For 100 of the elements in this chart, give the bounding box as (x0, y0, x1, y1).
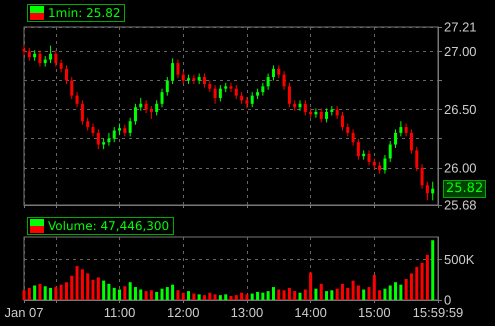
bar (314, 288, 318, 300)
candlestick (330, 106, 334, 116)
bar (234, 295, 238, 300)
candlestick (155, 100, 158, 116)
candlestick (346, 123, 350, 137)
candlestick (426, 181, 429, 201)
text: 25.82 (443, 180, 486, 198)
bar (404, 279, 408, 300)
bar (86, 273, 90, 300)
x-tick-label: 12:00 (166, 305, 200, 320)
bar (150, 290, 153, 300)
bar (107, 284, 110, 300)
bar (320, 284, 323, 300)
y-tick-label: 26.00 (444, 160, 477, 176)
bar (399, 284, 402, 300)
x-tick-label: 11:00 (104, 305, 136, 320)
bar (160, 288, 164, 300)
bar (128, 282, 132, 300)
y-tick-label: 27.00 (444, 44, 477, 59)
candlestick (340, 111, 344, 132)
bar (336, 288, 339, 300)
bar (182, 292, 185, 300)
candlestick (128, 117, 132, 137)
bar (245, 294, 248, 300)
candlestick (378, 161, 382, 174)
candlestick (288, 82, 291, 108)
y-tick-label: 500K (444, 252, 475, 268)
candlestick (431, 181, 434, 201)
bar (214, 294, 217, 300)
bar (420, 262, 424, 300)
bar (330, 290, 334, 300)
bar (266, 291, 270, 300)
candlestick (352, 128, 355, 146)
candlestick (49, 45, 52, 64)
bar (49, 288, 52, 300)
candlestick (176, 59, 180, 79)
bar (144, 291, 148, 300)
candlestick (250, 92, 254, 108)
candlestick (86, 117, 90, 132)
candlestick (118, 123, 122, 136)
candlestick (388, 140, 392, 162)
bar (70, 276, 74, 300)
bar (198, 294, 201, 300)
bar (118, 290, 122, 300)
bar (80, 269, 84, 300)
candlestick (70, 76, 74, 100)
bar (426, 254, 429, 300)
bar (54, 287, 58, 300)
candlestick (293, 100, 296, 112)
bar (309, 272, 312, 300)
candlestick (309, 108, 312, 118)
candlestick (394, 128, 398, 148)
candlestick (298, 100, 302, 112)
bar (368, 287, 371, 300)
bar (96, 277, 100, 300)
candlestick (399, 120, 402, 137)
bar (383, 288, 386, 300)
bar (230, 296, 232, 300)
candlestick (368, 150, 371, 166)
bar (218, 295, 222, 300)
candlestick (314, 108, 318, 118)
bar (256, 292, 260, 300)
y-tick-label: 27.21 (444, 20, 477, 34)
bar (38, 284, 42, 300)
candlestick (266, 73, 270, 90)
bar (388, 285, 392, 300)
candlestick (208, 80, 212, 93)
candlestick (383, 154, 386, 174)
bar (208, 292, 212, 300)
candlestick (60, 59, 63, 73)
bar (224, 294, 228, 300)
candlestick (277, 64, 280, 79)
candlestick (282, 70, 286, 90)
chart-title: Volume: 47,446,300 (48, 219, 170, 233)
bar (288, 288, 291, 300)
candlestick (372, 158, 376, 170)
bar (134, 287, 137, 300)
bar (298, 292, 302, 300)
candlestick (134, 103, 137, 126)
bar (415, 266, 418, 300)
candlestick (415, 146, 418, 172)
bar (171, 284, 174, 300)
bar (187, 291, 190, 300)
candlestick (139, 97, 142, 112)
bar (261, 292, 264, 300)
x-tick-label: 15:59:59 (412, 305, 464, 320)
candlestick (64, 64, 68, 85)
candlestick (320, 108, 323, 123)
candlestick (202, 73, 206, 88)
candlestick (107, 132, 110, 146)
candlestick (198, 73, 201, 85)
candlestick (234, 84, 238, 100)
candlestick (272, 64, 275, 82)
bar (91, 280, 94, 300)
bar (277, 290, 280, 300)
bar (139, 290, 142, 300)
bar (282, 290, 286, 300)
bar (340, 284, 344, 300)
candlestick (171, 58, 174, 85)
bar (378, 290, 382, 300)
